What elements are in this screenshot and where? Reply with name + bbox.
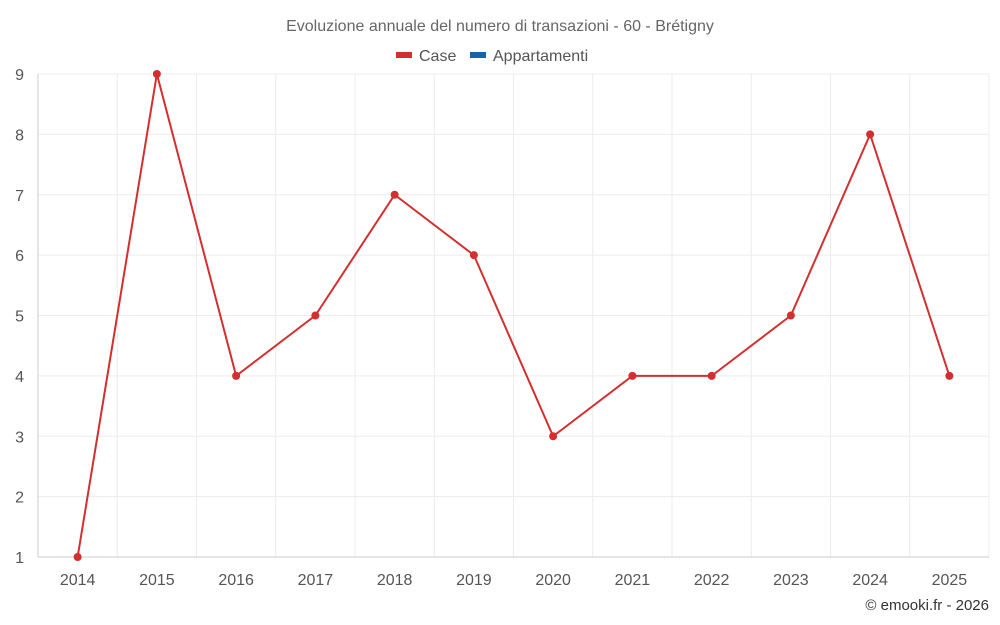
grid: [38, 73, 990, 557]
credit-text: © emooki.fr - 2026: [865, 597, 989, 614]
series-line: [76, 73, 951, 558]
legend-label-appartamenti: Appartamenti: [493, 48, 588, 65]
axes: [37, 74, 989, 558]
data-point[interactable]: [73, 553, 82, 561]
y-tick-label: 4: [15, 369, 24, 386]
data-point[interactable]: [707, 371, 716, 380]
data-point[interactable]: [232, 371, 241, 380]
x-tick-label: 2025: [932, 572, 968, 589]
legend-swatch-appartamenti: [470, 52, 486, 58]
y-tick-label: 3: [15, 429, 24, 446]
legend-item-appartamenti[interactable]: Appartamenti: [470, 48, 588, 65]
data-point[interactable]: [866, 130, 875, 139]
legend-item-case[interactable]: Case: [396, 48, 456, 65]
x-tick-label: 2021: [615, 572, 651, 589]
y-tick-label: 7: [15, 188, 24, 205]
data-point[interactable]: [786, 311, 795, 320]
data-point[interactable]: [945, 371, 954, 380]
data-point[interactable]: [469, 251, 478, 260]
x-tick-label: 2016: [218, 572, 254, 589]
y-tick-label: 2: [15, 490, 24, 507]
x-tick-label: 2024: [852, 572, 888, 589]
x-axis-ticks: 2014 2015 2016 2017 2018 2019 2020 2021 2022 2023…: [60, 572, 967, 589]
legend-label-case: Case: [419, 48, 456, 65]
y-axis-ticks: 1 2 3 4 5 6 7 8 9: [15, 67, 24, 567]
x-tick-label: 2015: [139, 572, 175, 589]
x-tick-label: 2022: [694, 572, 730, 589]
chart-title: Evoluzione annuale del numero di transaz…: [286, 18, 714, 35]
x-tick-label: 2017: [298, 572, 334, 589]
x-tick-label: 2020: [535, 572, 571, 589]
y-tick-label: 8: [15, 127, 24, 144]
legend: Case Appartamenti: [396, 48, 588, 65]
y-tick-label: 6: [15, 248, 24, 265]
series-case: [73, 70, 954, 561]
y-tick-label: 1: [15, 550, 24, 567]
x-tick-label: 2023: [773, 572, 809, 589]
data-point[interactable]: [390, 190, 399, 199]
y-tick-label: 5: [15, 309, 24, 326]
data-point[interactable]: [549, 432, 558, 441]
data-point[interactable]: [311, 311, 320, 320]
x-tick-label: 2014: [60, 572, 96, 589]
data-point[interactable]: [628, 371, 637, 380]
x-tick-label: 2018: [377, 572, 413, 589]
x-tick-label: 2019: [456, 572, 492, 589]
legend-swatch-case: [396, 52, 412, 58]
y-tick-label: 9: [15, 67, 24, 84]
data-point[interactable]: [152, 70, 161, 78]
